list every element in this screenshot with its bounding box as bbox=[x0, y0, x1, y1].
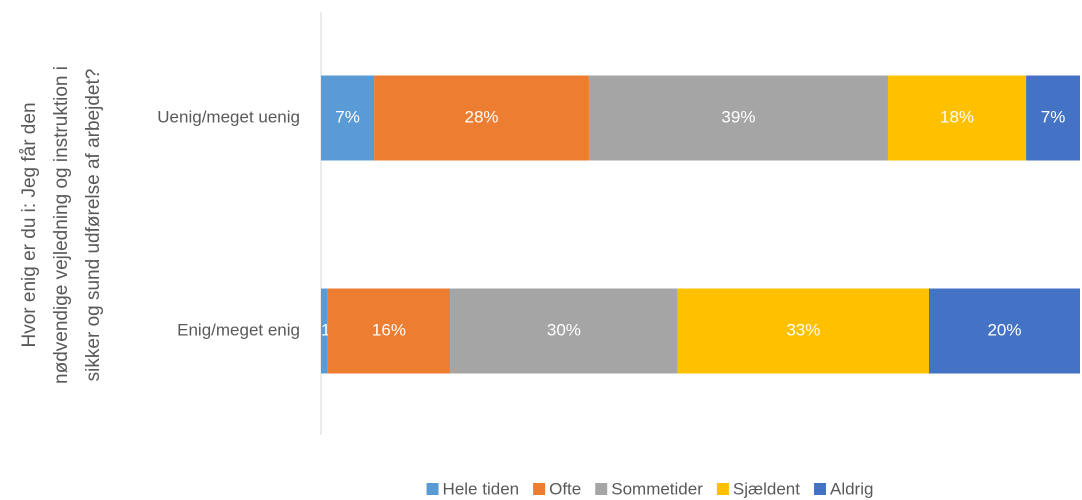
bar-segment bbox=[677, 288, 929, 374]
bar-segment bbox=[374, 75, 589, 161]
data-label: 7% bbox=[1041, 107, 1066, 126]
legend-label: Aldrig bbox=[830, 479, 873, 498]
legend-label: Sjældent bbox=[733, 479, 800, 498]
bar-segment bbox=[1026, 75, 1080, 161]
data-label: 30% bbox=[547, 320, 581, 339]
legend-label: Ofte bbox=[549, 479, 581, 498]
data-label: 33% bbox=[786, 320, 820, 339]
data-label: 20% bbox=[987, 320, 1021, 339]
bar-segment bbox=[887, 75, 1027, 161]
data-label: 7% bbox=[335, 107, 360, 126]
y-axis-title: nødvendige vejledning og instruktion i bbox=[51, 66, 72, 384]
legend-label: Hele tiden bbox=[443, 479, 520, 498]
legend-swatch bbox=[533, 483, 546, 495]
bar-segment bbox=[450, 288, 678, 374]
legend-swatch bbox=[716, 483, 729, 495]
data-label: 28% bbox=[465, 107, 499, 126]
legend-swatch bbox=[813, 483, 826, 495]
category-label: Enig/meget enig bbox=[177, 320, 300, 339]
legend-swatch bbox=[426, 483, 439, 495]
legend-label: Sommetider bbox=[611, 479, 703, 498]
bar-segment bbox=[327, 288, 451, 374]
legend-swatch bbox=[595, 483, 608, 495]
bar-segment bbox=[321, 288, 328, 374]
y-axis-title: Hvor enig er du i: Jeg får den bbox=[19, 102, 40, 347]
category-label: Uenig/meget uenig bbox=[157, 107, 300, 126]
data-label: 18% bbox=[940, 107, 974, 126]
bar-segment bbox=[321, 75, 375, 161]
data-label: 16% bbox=[372, 320, 406, 339]
bar-segment bbox=[928, 288, 1080, 374]
data-label: 39% bbox=[721, 107, 755, 126]
bar-segment bbox=[588, 75, 888, 161]
y-axis-title: sikker og sund udførelse af arbejdet? bbox=[83, 69, 104, 382]
